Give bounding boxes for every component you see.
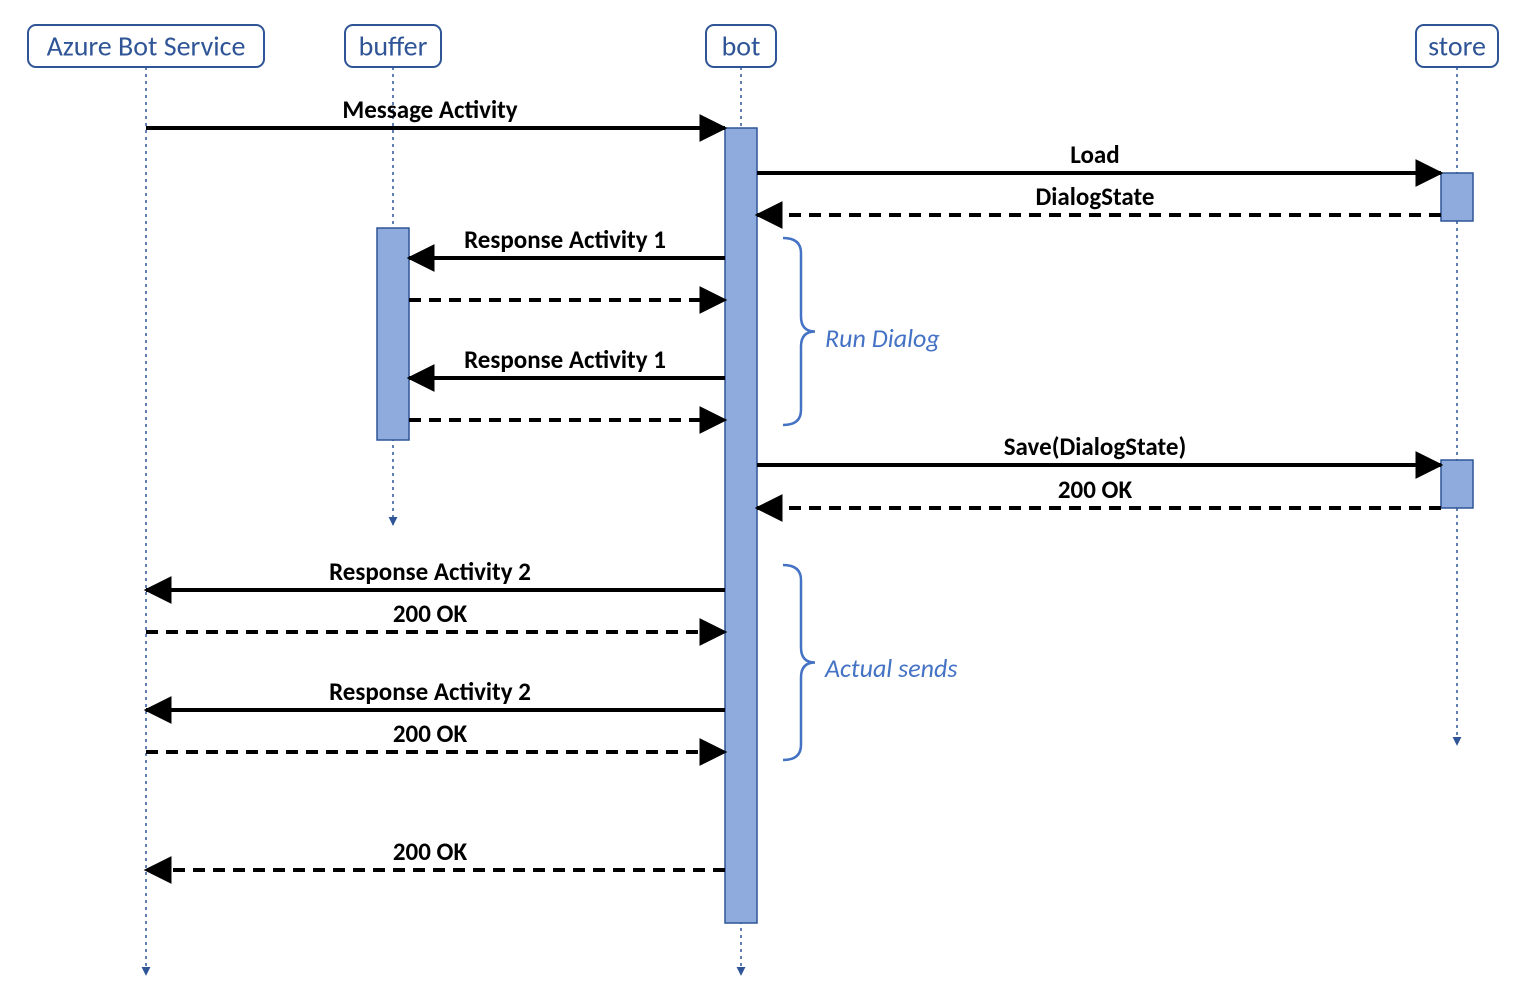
message-1-label: Load <box>1070 139 1119 170</box>
message-9-label: Response Activity 2 <box>329 556 531 587</box>
message-0-label: Message Activity <box>342 94 517 125</box>
participant-store-label: store <box>1428 29 1486 64</box>
sequence-diagram: Azure Bot Service buffer bot store Message A… <box>0 0 1540 1002</box>
participant-bot-label: bot <box>722 29 761 64</box>
participant-buffer-label: buffer <box>359 29 428 64</box>
participant-azure-label: Azure Bot Service <box>47 29 246 64</box>
message-5-label: Response Activity 1 <box>464 344 666 375</box>
brace-1-label: Actual sends <box>824 652 958 684</box>
message-3-label: Response Activity 1 <box>464 224 666 255</box>
message-8-label: 200 OK <box>1058 474 1133 505</box>
activation-bot-0 <box>725 128 757 923</box>
message-11-label: Response Activity 2 <box>329 676 531 707</box>
brace-0-label: Run Dialog <box>825 322 940 354</box>
message-13-label: 200 OK <box>393 836 468 867</box>
message-7-label: Save(DialogState) <box>1004 431 1187 462</box>
message-2-label: DialogState <box>1036 181 1155 212</box>
message-12-label: 200 OK <box>393 718 468 749</box>
message-10-label: 200 OK <box>393 598 468 629</box>
activation-store-3 <box>1441 460 1473 508</box>
activation-buffer-1 <box>377 228 409 440</box>
activation-store-2 <box>1441 173 1473 221</box>
